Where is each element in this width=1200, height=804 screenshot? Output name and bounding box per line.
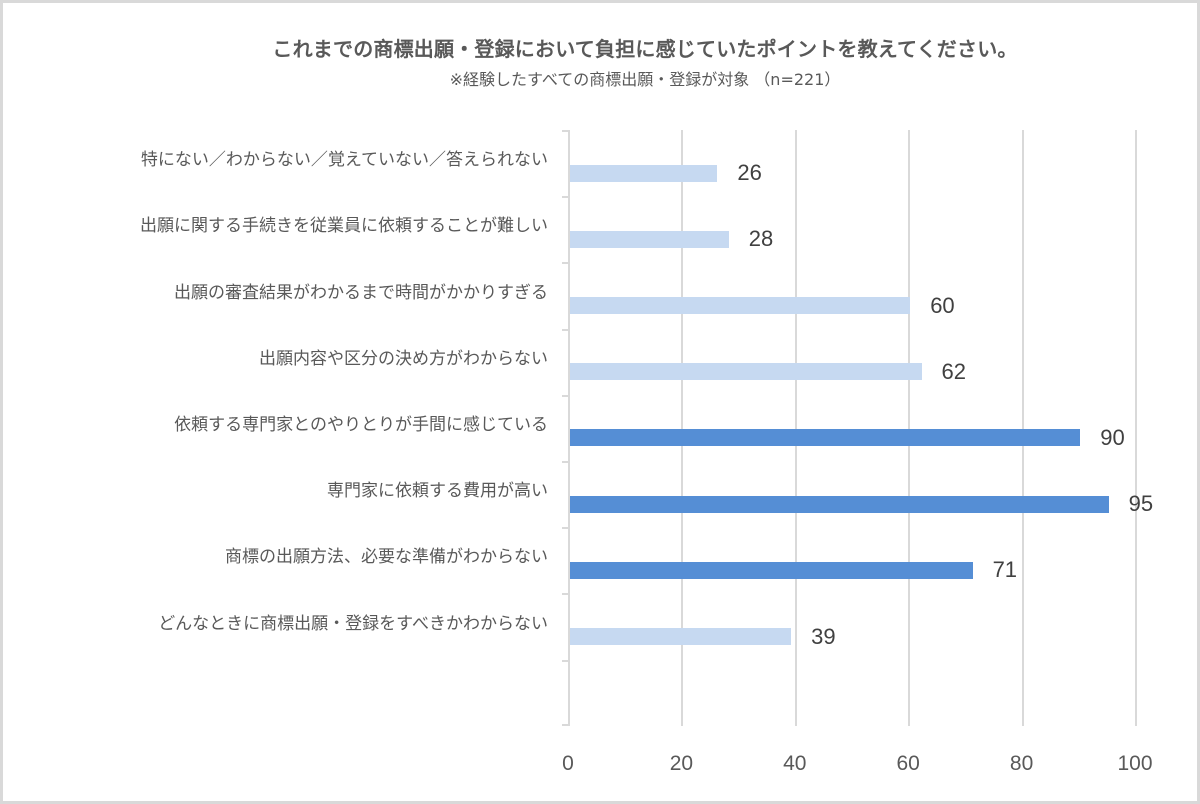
data-label: 71	[992, 557, 1018, 583]
y-tick-mark	[562, 527, 568, 530]
x-tick-label: 80	[1009, 752, 1034, 775]
bar	[570, 164, 718, 182]
data-label: 90	[1100, 424, 1125, 450]
y-tick-mark	[562, 593, 568, 596]
category-label: 依頼する専門家とのやりとりが手間に感じている	[174, 414, 548, 435]
gridline	[908, 130, 911, 726]
category-label: 商標の出願方法、必要な準備がわからない	[225, 547, 548, 568]
gridline	[1021, 130, 1024, 726]
y-tick-mark	[562, 130, 568, 132]
bar	[570, 628, 792, 645]
data-label: 62	[941, 358, 967, 384]
gridline	[1135, 130, 1137, 726]
bar	[570, 429, 1081, 447]
gridline	[794, 130, 797, 726]
category-label: 出願内容や区分の決め方がわからない	[259, 348, 548, 369]
y-tick-mark	[562, 724, 568, 726]
data-label: 60	[930, 292, 955, 318]
data-label: 39	[811, 623, 836, 649]
x-tick-label: 40	[783, 752, 807, 775]
y-tick-mark	[562, 262, 568, 265]
category-label: 特にない／わからない／覚えていない／答えられない	[140, 150, 548, 171]
plot-area: 26 28 60 62 90 95 71 39	[562, 130, 1153, 726]
chart-subtitle: ※経験したすべての商標出願・登録が対象 （n=221）	[449, 70, 841, 89]
y-axis-line	[568, 130, 570, 726]
category-label: 出願の審査結果がわかるまで時間がかかりすぎる	[174, 282, 548, 303]
bar	[570, 297, 911, 314]
x-tick-label: 60	[896, 752, 920, 775]
bar	[570, 495, 1109, 513]
x-tick-label: 0	[562, 752, 574, 775]
category-label: どんなときに商標出願・登録をすべきかわからない	[158, 613, 548, 634]
bar	[570, 363, 922, 381]
bar	[570, 230, 729, 248]
y-tick-mark	[562, 659, 568, 662]
bar	[570, 561, 973, 579]
gridline	[681, 130, 684, 726]
y-tick-mark	[562, 196, 568, 199]
data-label: 28	[748, 226, 774, 252]
category-label: 出願に関する手続きを従業員に依頼することが難しい	[140, 216, 548, 237]
data-label: 95	[1128, 491, 1154, 517]
data-label: 26	[737, 160, 762, 186]
y-tick-mark	[562, 328, 568, 331]
x-tick-label: 100	[1117, 752, 1153, 775]
y-tick-mark	[562, 461, 568, 463]
chart-title: これまでの商標出願・登録において負担に感じていたポイントを教えてください。	[272, 37, 1018, 61]
x-tick-label: 20	[669, 752, 694, 775]
category-label: 専門家に依頼する費用が高い	[327, 481, 548, 502]
y-tick-mark	[562, 394, 568, 397]
